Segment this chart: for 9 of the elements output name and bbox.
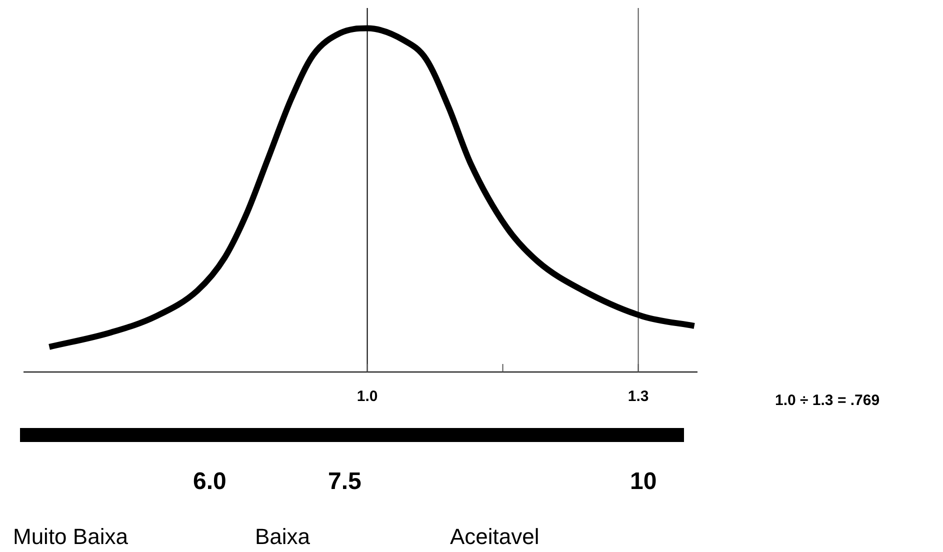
x-tick-label: 1.3 xyxy=(628,388,649,406)
text: 10 xyxy=(630,468,657,496)
text: 7.5 xyxy=(328,468,362,496)
text: Aceitavel xyxy=(450,524,540,550)
text: 1.0 ÷ 1.3 = .769 xyxy=(775,392,880,409)
x-tick-label: 1.0 xyxy=(356,388,378,406)
text: 6.0 xyxy=(193,468,226,496)
text: Baixa xyxy=(255,524,310,550)
text: Muito Baixa xyxy=(13,524,128,550)
